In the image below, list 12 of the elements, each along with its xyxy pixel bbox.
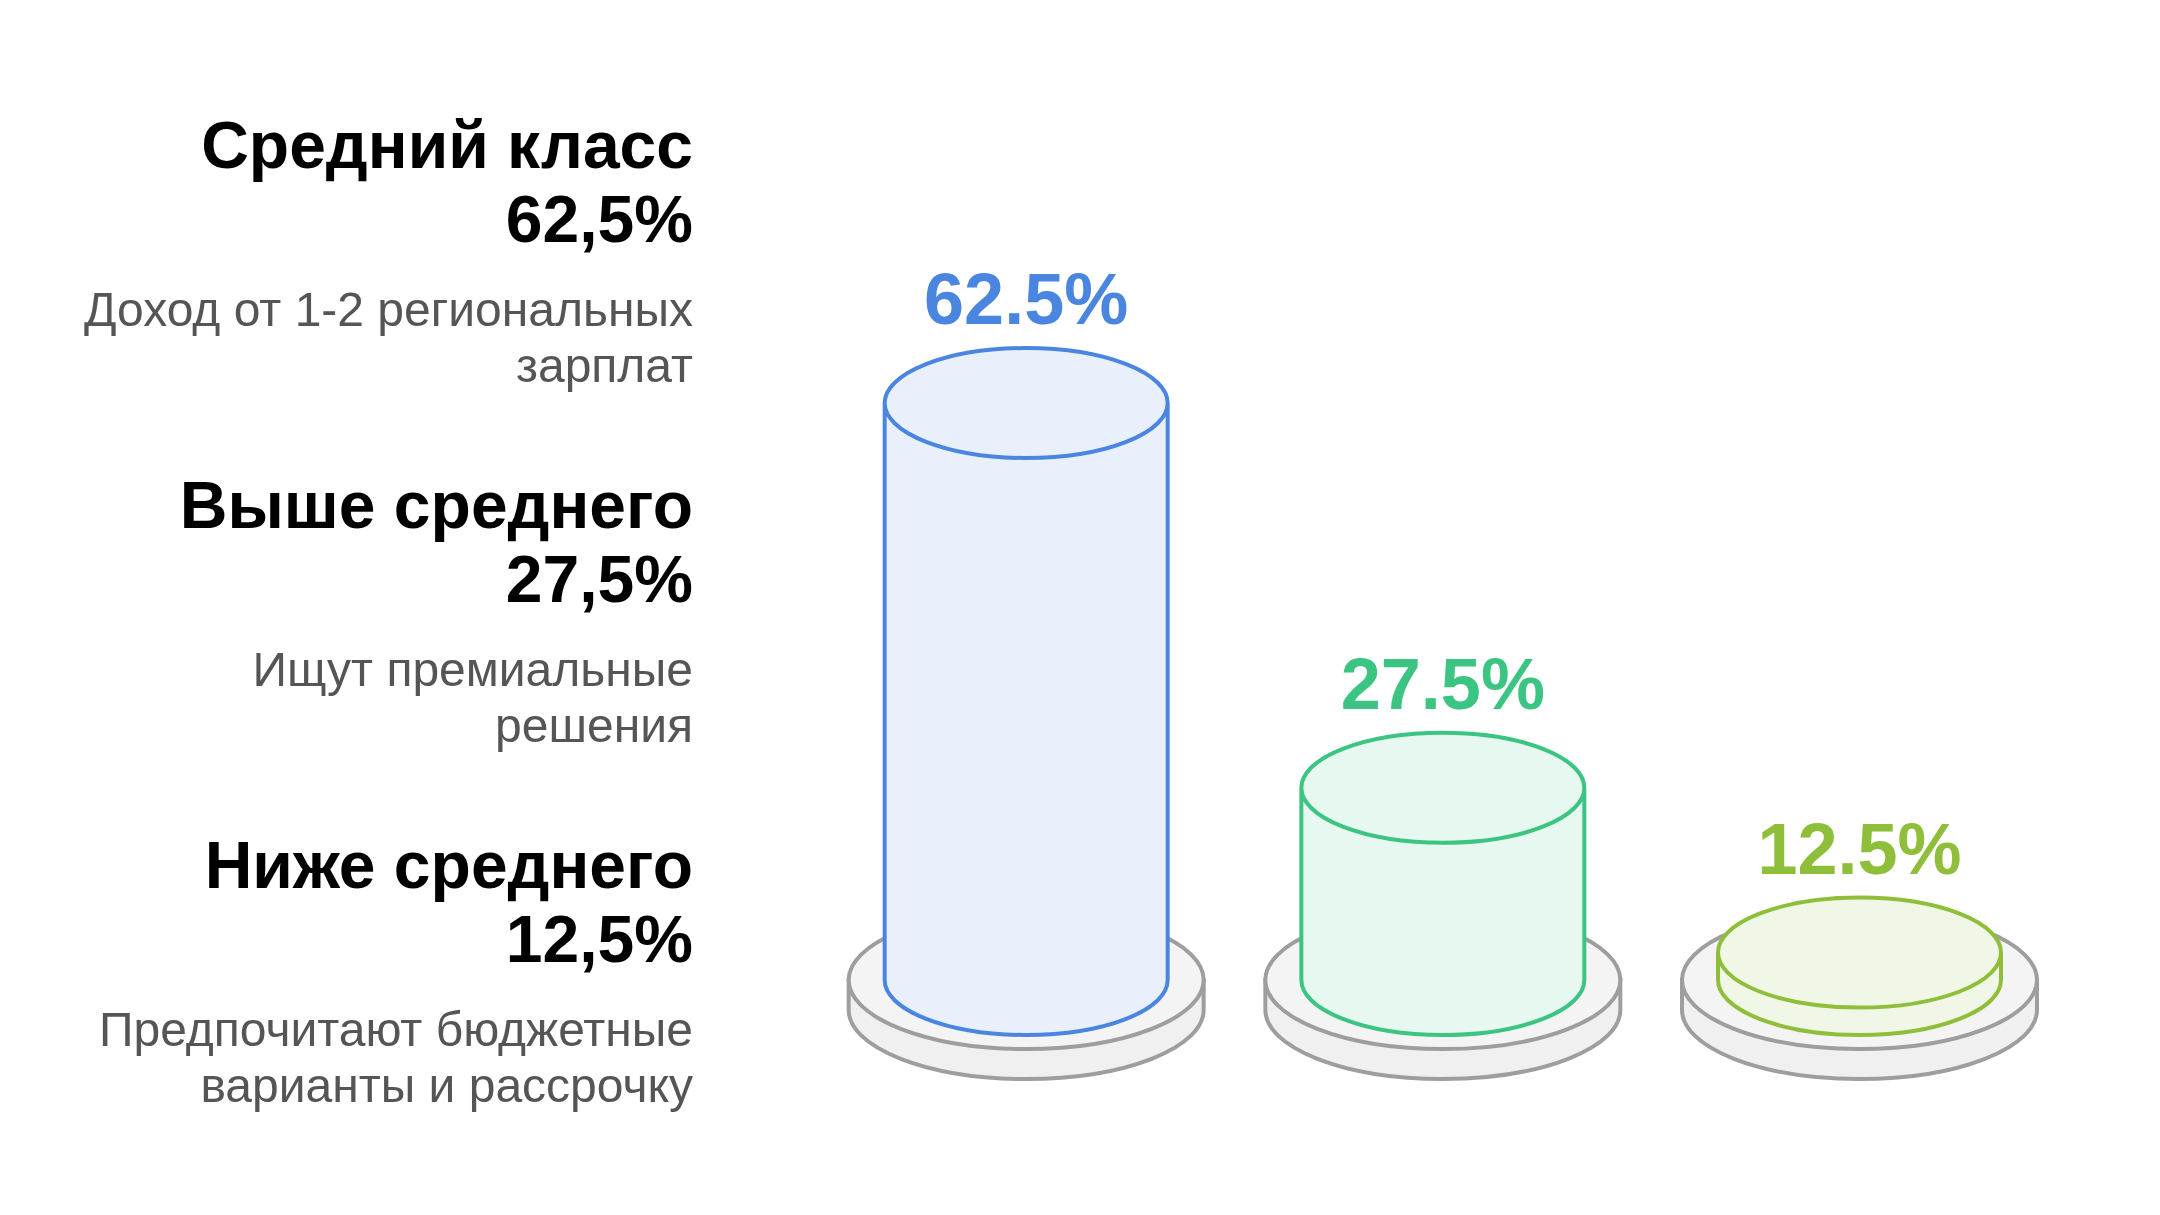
- text: Ниже среднего: [203, 828, 693, 902]
- text: 27,5%: [504, 542, 693, 616]
- text: Доход от 1-2 региональных зарплат: [83, 282, 693, 394]
- text: Ищут премиальные решения: [251, 642, 693, 754]
- data-label: 62.5%: [924, 259, 1129, 339]
- text: 12,5%: [504, 902, 693, 976]
- text: 62,5%: [504, 182, 693, 256]
- text: Средний класс: [200, 108, 693, 182]
- text: Выше среднего: [178, 468, 693, 542]
- data-label: 27.5%: [1340, 643, 1545, 724]
- data-label: 12.5%: [1757, 808, 1962, 889]
- text: Предпочитают бюджетные варианты и рассрочку: [97, 1002, 693, 1114]
